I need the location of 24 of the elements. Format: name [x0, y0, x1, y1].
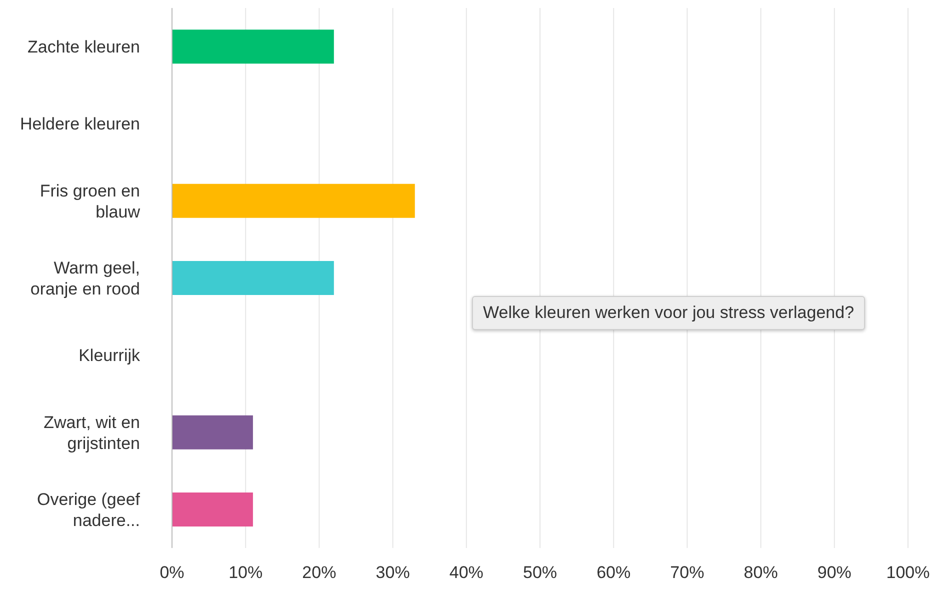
y-tick-label: Heldere kleuren — [20, 114, 140, 134]
bar — [172, 261, 334, 296]
x-tick-label: 40% — [449, 563, 484, 582]
x-tick-label: 100% — [886, 563, 930, 582]
x-tick-label: 30% — [376, 563, 410, 582]
x-tick-label: 90% — [817, 563, 852, 582]
x-tick-label: 50% — [522, 563, 558, 582]
x-tick-label: 60% — [596, 563, 631, 582]
bar — [172, 415, 253, 450]
y-tick-label: Zachte kleuren — [28, 37, 140, 56]
x-tick-label: 80% — [744, 563, 778, 582]
y-tick-label: Zwart, wit en grijstinten — [44, 412, 140, 452]
x-tick-label: 10% — [228, 563, 263, 582]
y-tick-label: Warm geel, oranje en rood — [30, 258, 140, 298]
y-tick-label: Kleurrijk — [78, 346, 140, 365]
bar — [172, 492, 253, 526]
x-tick-label: 20% — [302, 563, 336, 582]
x-tick-label: 0% — [160, 563, 184, 582]
annotation: Welke kleuren werken voor jou stress verlagend? — [472, 296, 866, 330]
bar — [172, 30, 334, 64]
x-tick-label: 70% — [670, 563, 704, 582]
y-tick-label: Fris groen en blauw — [40, 180, 141, 221]
y-tick-label: Overige (geef nadere... — [37, 489, 140, 530]
bar — [172, 184, 415, 218]
